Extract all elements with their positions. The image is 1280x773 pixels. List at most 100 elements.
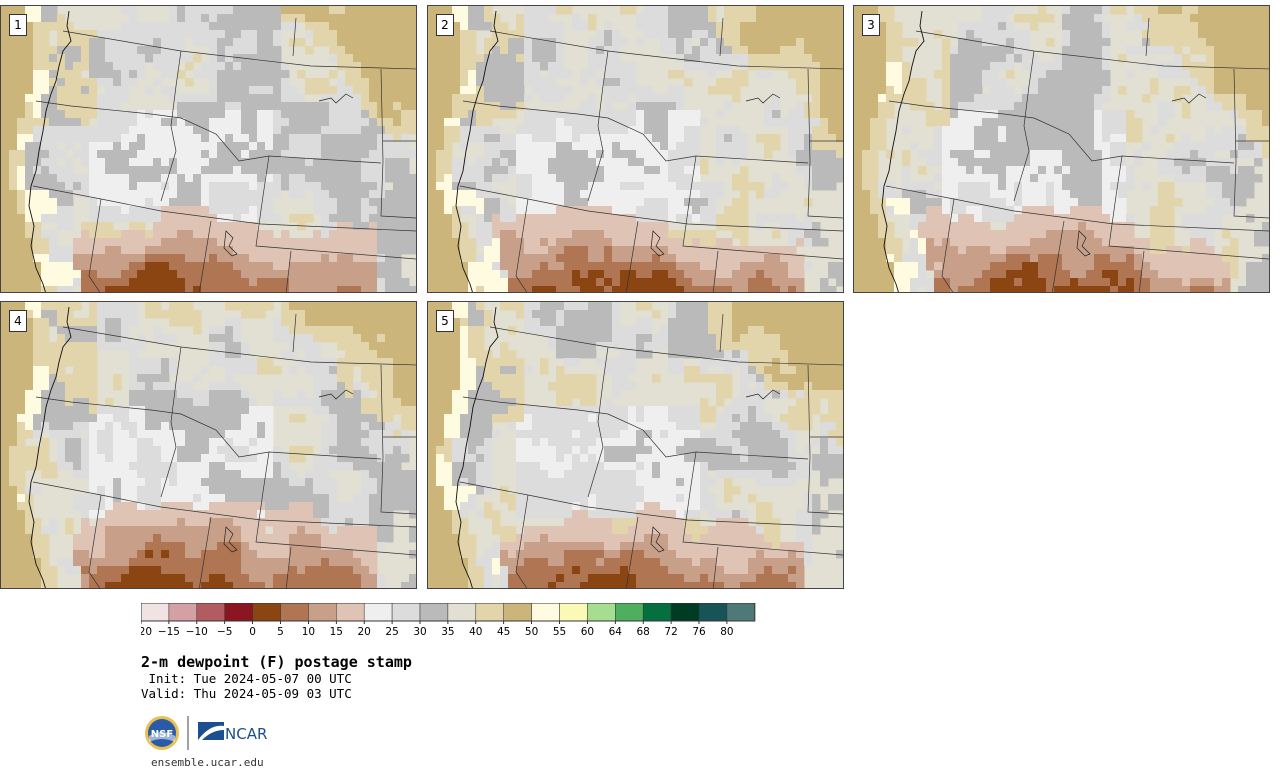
- colorbar: −20 −15 −10 −5 0 5 10 15 20 25 30 35 40 45 50 55 60 64 68 7…: [141, 603, 756, 638]
- member-panel-4: 4: [0, 301, 417, 589]
- colorbar-bin: [141, 603, 170, 622]
- member-label-5: 5: [436, 310, 454, 332]
- state-border: [285, 250, 292, 292]
- colorbar-bin: [168, 603, 198, 622]
- state-border: [35, 396, 182, 415]
- state-border: [292, 313, 297, 353]
- state-border: [807, 364, 843, 515]
- colorbar-bin: [670, 603, 700, 622]
- colorbar-tick-label: 80: [720, 626, 733, 638]
- coastline: [28, 10, 72, 292]
- great-salt-lake: [223, 526, 238, 553]
- state-border: [88, 198, 102, 292]
- state-border: [1033, 117, 1235, 164]
- state-border: [88, 494, 102, 588]
- dewpoint-map-3: [854, 6, 1269, 292]
- colorbar-bin: [336, 603, 365, 622]
- state-border: [885, 185, 1269, 232]
- state-border: [1233, 68, 1269, 219]
- colorbar-tick-label: 25: [385, 626, 398, 638]
- state-border: [292, 17, 297, 57]
- member-panel-2: 2: [427, 5, 844, 293]
- great-salt-lake: [650, 526, 665, 553]
- colorbar-bin: [447, 603, 477, 622]
- valid-time: Valid: Thu 2024-05-09 03 UTC: [141, 686, 352, 701]
- state-border: [682, 451, 843, 556]
- coastline: [455, 10, 499, 292]
- state-border: [489, 30, 843, 70]
- colorbar-tick-label: −20: [141, 626, 152, 638]
- state-border: [941, 198, 955, 292]
- state-border: [160, 50, 182, 202]
- colorbar-bin: [642, 603, 672, 622]
- reservoir: [1171, 93, 1207, 104]
- init-time: Init: Tue 2024-05-07 00 UTC: [141, 671, 352, 686]
- dewpoint-map-5: [428, 302, 843, 588]
- colorbar-tick-label: −10: [186, 626, 208, 638]
- colorbar-bin: [559, 603, 588, 622]
- state-border: [625, 220, 639, 292]
- colorbar-bin: [531, 603, 560, 622]
- state-border: [587, 50, 609, 202]
- state-border: [607, 117, 809, 164]
- member-label-1: 1: [9, 14, 27, 36]
- state-border: [712, 546, 719, 588]
- state-border: [587, 346, 609, 498]
- coastline: [28, 306, 72, 588]
- nsf-logo-icon: NSF: [145, 716, 179, 750]
- state-border: [380, 68, 416, 219]
- colorbar-tick-label: −15: [158, 626, 180, 638]
- ncar-logo-text: NCAR: [225, 725, 267, 743]
- great-salt-lake: [650, 230, 665, 257]
- state-border: [380, 364, 416, 515]
- colorbar-tick-label: 35: [441, 626, 454, 638]
- state-border: [62, 30, 416, 70]
- colorbar-tick-label: 20: [358, 626, 371, 638]
- state-border: [712, 250, 719, 292]
- colorbar-tick-label: 30: [413, 626, 426, 638]
- state-border: [180, 413, 382, 460]
- state-border: [285, 546, 292, 588]
- state-border: [255, 155, 416, 260]
- member-panel-1: 1: [0, 5, 417, 293]
- colorbar-bin: [475, 603, 504, 622]
- page-title: 2-m dewpoint (F) postage stamp: [141, 653, 412, 671]
- state-border: [625, 516, 639, 588]
- state-border: [462, 100, 609, 119]
- colorbar-tick-label: −5: [217, 626, 232, 638]
- colorbar-tick-label: 60: [581, 626, 594, 638]
- dewpoint-map-1: [1, 6, 416, 292]
- reservoir: [745, 389, 781, 400]
- colorbar-bin: [698, 603, 728, 622]
- state-border: [515, 198, 529, 292]
- reservoir: [745, 93, 781, 104]
- colorbar-tick-label: 15: [330, 626, 343, 638]
- logos: NSF NCAR: [145, 716, 267, 750]
- state-border: [489, 326, 843, 366]
- state-border: [682, 155, 843, 260]
- member-label-2: 2: [436, 14, 454, 36]
- colorbar-tick-label: 64: [609, 626, 623, 638]
- colorbar-tick-label: 0: [249, 626, 256, 638]
- coastline: [881, 10, 925, 292]
- colorbar-tick-label: 68: [637, 626, 650, 638]
- reservoir: [318, 389, 354, 400]
- state-border: [515, 494, 529, 588]
- state-border: [719, 313, 724, 353]
- state-border: [62, 326, 416, 366]
- state-border: [1145, 17, 1150, 57]
- state-border: [607, 413, 809, 460]
- colorbar-bin: [726, 603, 756, 622]
- colorbar-bin: [615, 603, 644, 622]
- colorbar-tick-label: 72: [664, 626, 677, 638]
- colorbar-bin: [587, 603, 616, 622]
- colorbar-bin: [419, 603, 449, 622]
- colorbar-bin: [503, 603, 532, 622]
- colorbar-bin: [252, 603, 281, 622]
- great-salt-lake: [223, 230, 238, 257]
- state-border: [35, 100, 182, 119]
- member-label-4: 4: [9, 310, 27, 332]
- dewpoint-map-4: [1, 302, 416, 588]
- colorbar-bin: [391, 603, 421, 622]
- state-border: [1013, 50, 1035, 202]
